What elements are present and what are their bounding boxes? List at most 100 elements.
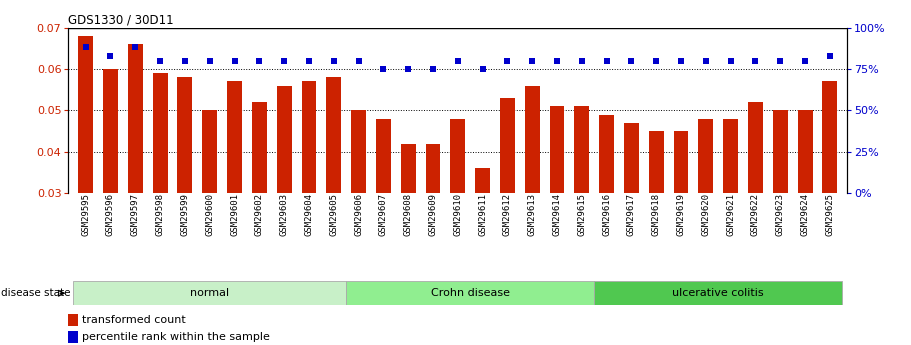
Bar [68,331,77,343]
Bar [68,314,77,326]
Point [128,45,143,50]
Point [823,53,837,59]
Text: GSM29599: GSM29599 [180,193,189,236]
Bar [773,110,788,193]
Text: GSM29625: GSM29625 [825,193,834,236]
Text: GSM29613: GSM29613 [527,193,537,236]
Bar [450,119,466,193]
Text: GSM29618: GSM29618 [651,193,660,236]
Text: GSM29602: GSM29602 [255,193,264,236]
Text: GSM29604: GSM29604 [304,193,313,236]
Bar [178,77,192,193]
Bar [823,81,837,193]
Point [202,58,217,63]
Point [78,45,93,50]
Point [326,58,341,63]
Text: GSM29597: GSM29597 [131,193,139,236]
Point [227,58,241,63]
Text: GSM29619: GSM29619 [677,193,686,236]
Bar [251,102,267,193]
Text: GSM29601: GSM29601 [230,193,239,236]
Text: GSM29603: GSM29603 [280,193,289,236]
Bar [326,77,342,193]
Bar [723,119,738,193]
Bar [376,119,391,193]
Point [649,58,663,63]
Point [103,53,118,59]
Text: GSM29611: GSM29611 [478,193,487,236]
Point [401,66,415,72]
Point [277,58,292,63]
Text: GSM29596: GSM29596 [106,193,115,236]
Bar [128,44,143,193]
Text: percentile rank within the sample: percentile rank within the sample [82,333,271,342]
Bar [103,69,118,193]
Bar [599,115,614,193]
Text: GSM29621: GSM29621 [726,193,735,236]
Text: GSM29605: GSM29605 [329,193,338,236]
Bar [624,123,639,193]
Text: GSM29620: GSM29620 [701,193,711,236]
Bar [73,281,346,305]
Bar [302,81,316,193]
Text: GSM29598: GSM29598 [156,193,165,236]
Bar [594,281,843,305]
Bar [574,106,589,193]
Point [178,58,192,63]
Bar [153,73,168,193]
Point [549,58,564,63]
Point [476,66,490,72]
Point [153,58,168,63]
Text: transformed count: transformed count [82,315,186,325]
Bar [525,86,539,193]
Point [352,58,366,63]
Text: GSM29614: GSM29614 [552,193,561,236]
Bar [351,110,366,193]
Point [798,58,813,63]
Text: normal: normal [190,288,230,298]
Text: GSM29615: GSM29615 [578,193,587,236]
Text: GSM29617: GSM29617 [627,193,636,236]
Text: GSM29606: GSM29606 [354,193,363,236]
Bar [202,110,217,193]
Text: ulcerative colitis: ulcerative colitis [672,288,764,298]
Point [699,58,713,63]
Bar [425,144,440,193]
Bar [673,131,689,193]
Text: GSM29610: GSM29610 [454,193,462,236]
Bar [78,36,93,193]
Bar [549,106,565,193]
Point [425,66,440,72]
Bar [476,168,490,193]
Bar [227,81,242,193]
Text: GSM29595: GSM29595 [81,193,90,236]
Text: GDS1330 / 30D11: GDS1330 / 30D11 [68,14,174,27]
Text: GSM29624: GSM29624 [801,193,810,236]
Bar [500,98,515,193]
Point [599,58,614,63]
Point [674,58,689,63]
Point [773,58,787,63]
Point [302,58,316,63]
Text: GSM29608: GSM29608 [404,193,413,236]
Point [575,58,589,63]
Bar [798,110,813,193]
Point [376,66,391,72]
Text: GSM29616: GSM29616 [602,193,611,236]
Bar [401,144,415,193]
Text: GSM29609: GSM29609 [428,193,437,236]
Point [500,58,515,63]
Point [723,58,738,63]
Bar [346,281,594,305]
Text: GSM29600: GSM29600 [205,193,214,236]
Text: GSM29612: GSM29612 [503,193,512,236]
Point [450,58,465,63]
Bar [649,131,664,193]
Bar [748,102,763,193]
Point [525,58,539,63]
Bar [699,119,713,193]
Text: GSM29623: GSM29623 [776,193,784,236]
Point [252,58,267,63]
Text: GSM29622: GSM29622 [751,193,760,236]
Point [748,58,763,63]
